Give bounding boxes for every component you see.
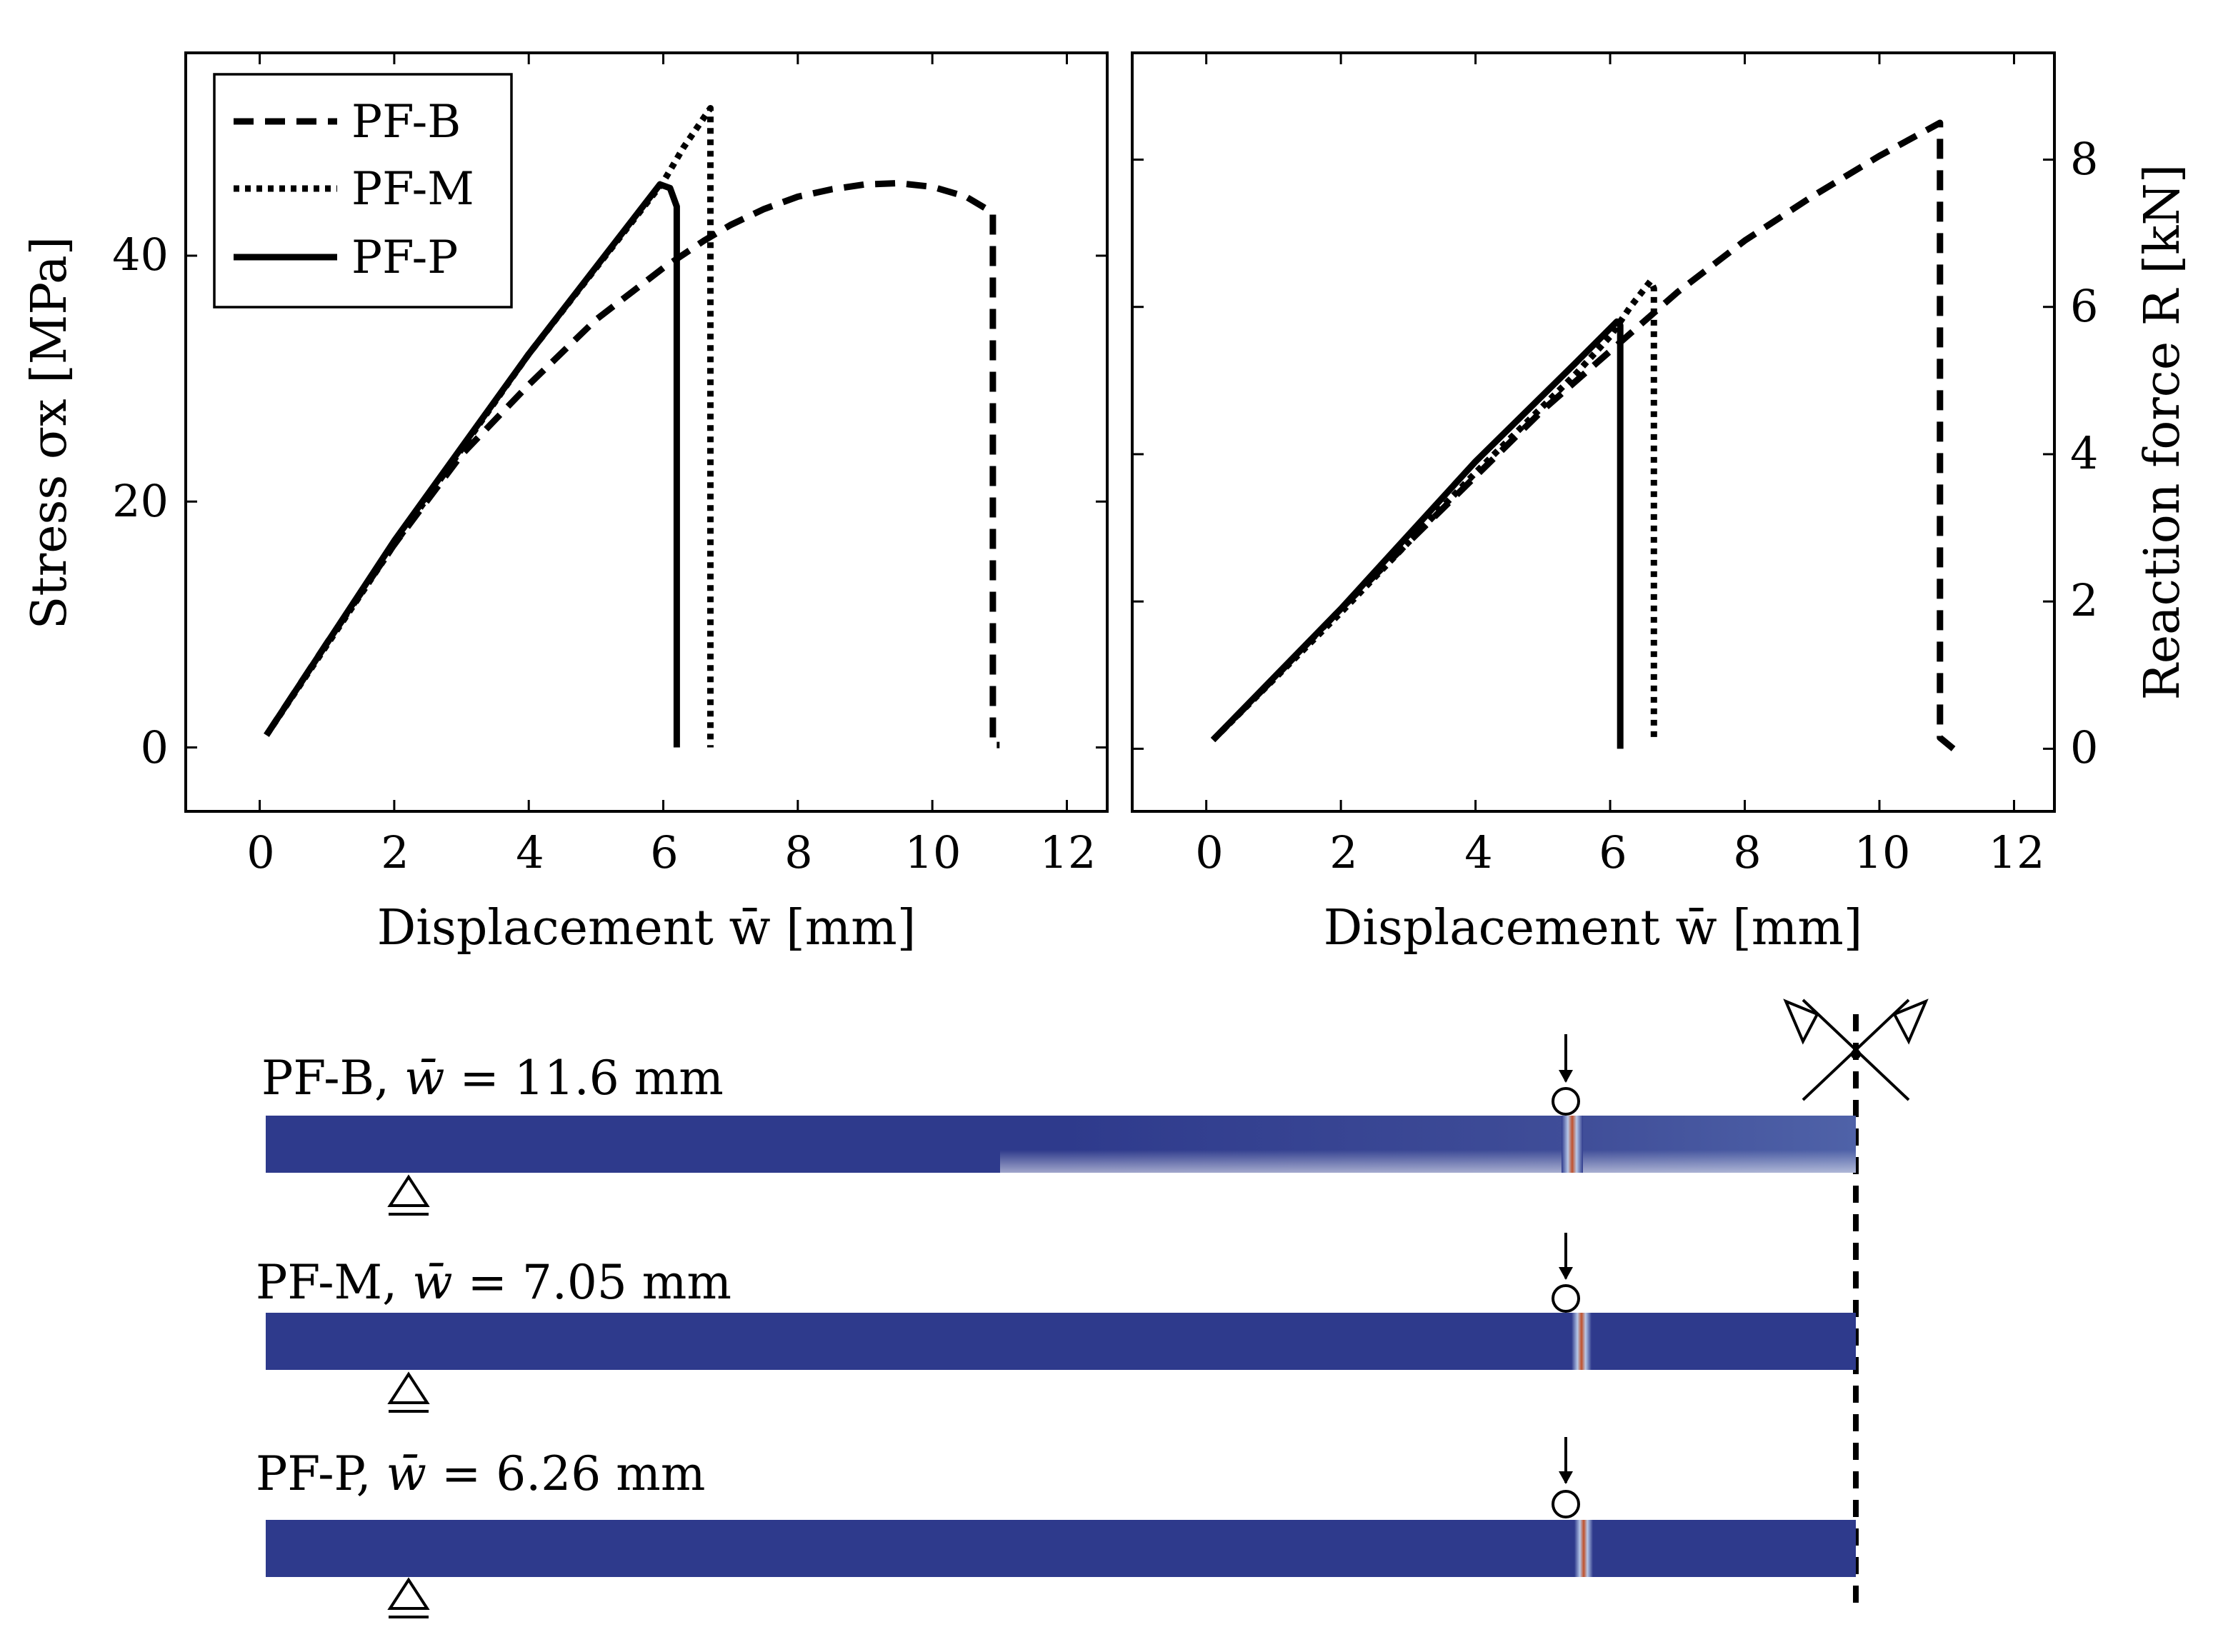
- left-x-tick-label: 2: [381, 826, 409, 878]
- beam-label-value: = 7.05 mm: [468, 1255, 731, 1310]
- right-y-axis-label: Reaction force R [kN]: [2134, 164, 2191, 701]
- beam-label-prefix: PF-B,: [261, 1051, 389, 1106]
- right-x-tick-label: 2: [1329, 826, 1357, 878]
- left-x-tick-label: 6: [650, 826, 678, 878]
- left-x-tick-label: 12: [1040, 826, 1096, 878]
- left-series-pf-b: [264, 180, 1000, 749]
- right-x-axis-label: Displacement w̄ [mm]: [1324, 900, 1863, 956]
- right-y-tick-label: 2: [2070, 574, 2098, 626]
- beam-schematic: PF-B, w̄ = 11.6 mm PF-M, w̄ = 7.05 mm: [256, 998, 1929, 1618]
- right-series-pf-p: [1210, 318, 1624, 749]
- right-series-pf-b: [1210, 119, 1956, 751]
- crack-band: [1574, 1520, 1593, 1577]
- right-y-tick-label: 4: [2070, 427, 2098, 479]
- crack-band: [1562, 1116, 1583, 1173]
- left-y-tick-label: 40: [112, 229, 169, 281]
- left-y-axis-label: Stress σx [MPa]: [21, 236, 78, 629]
- right-panel: 0 2 4 6 8 10 12 0 2 4 6 8 Displacement w…: [1131, 51, 2191, 956]
- left-panel: 0 2 4 6 8 10 12 0 20 40 Displacement w̄ …: [21, 51, 1109, 956]
- right-y-tick-label: 6: [2070, 280, 2098, 332]
- beam-label-value: = 11.6 mm: [459, 1051, 723, 1106]
- support-triangle-icon: [387, 1174, 430, 1207]
- left-y-tick-labels: 0 20 40: [112, 229, 169, 774]
- support-triangle-icon: [387, 1371, 430, 1404]
- left-tick-marks: [186, 53, 1107, 811]
- load-point-icon: [1552, 1490, 1580, 1518]
- beam-label-prefix: PF-M,: [256, 1255, 397, 1310]
- right-x-tick-label: 12: [1989, 826, 2045, 878]
- beam-label-value: = 6.26 mm: [441, 1446, 705, 1501]
- beam-pf-p: PF-P, w̄ = 6.26 mm: [256, 1437, 1856, 1618]
- legend-label-pf-b: PF-B: [351, 96, 461, 149]
- right-x-tick-labels: 0 2 4 6 8 10 12: [1195, 826, 2044, 878]
- left-x-tick-label: 8: [784, 826, 812, 878]
- right-y-tick-labels: 0 2 4 6 8: [2070, 133, 2098, 774]
- beam-bar: [266, 1313, 1856, 1370]
- left-x-tick-label: 10: [905, 826, 961, 878]
- left-x-tick-label: 4: [516, 826, 544, 878]
- left-x-tick-label: 0: [246, 826, 274, 878]
- crack-band: [1572, 1313, 1592, 1370]
- load-point-icon: [1552, 1284, 1580, 1313]
- right-x-tick-label: 8: [1733, 826, 1761, 878]
- beam-bar: [266, 1520, 1856, 1577]
- left-plot-frame: [184, 51, 1109, 813]
- right-x-tick-label: 6: [1599, 826, 1627, 878]
- load-arrowhead-icon: [1559, 1070, 1573, 1083]
- symmetry-boundary-icon: [1783, 998, 1929, 1101]
- right-tick-marks: [1132, 53, 2054, 811]
- left-x-axis-label: Displacement w̄ [mm]: [377, 900, 916, 956]
- right-series-pf-m: [1210, 278, 1657, 743]
- beam-label-pf-p: PF-P, w̄ = 6.26 mm: [256, 1446, 705, 1501]
- beam-damage-fringe: [1000, 1116, 1856, 1173]
- load-arrowhead-icon: [1559, 1471, 1573, 1484]
- left-series-pf-p: [264, 181, 680, 748]
- right-x-tick-label: 4: [1464, 826, 1492, 878]
- left-y-tick-label: 0: [141, 721, 169, 774]
- load-point-icon: [1552, 1087, 1580, 1116]
- beam-label-pf-b: PF-B, w̄ = 11.6 mm: [261, 1051, 724, 1106]
- left-y-tick-label: 20: [112, 475, 169, 527]
- right-x-tick-label: 10: [1854, 826, 1911, 878]
- legend-label-pf-m: PF-M: [351, 163, 474, 216]
- right-x-tick-label: 0: [1195, 826, 1223, 878]
- left-plot-area: [264, 105, 1000, 749]
- beam-pf-m: PF-M, w̄ = 7.05 mm: [256, 1233, 1856, 1413]
- legend-label-pf-p: PF-P: [351, 231, 458, 284]
- beam-label-pf-m: PF-M, w̄ = 7.05 mm: [256, 1255, 731, 1310]
- beam-pf-b: PF-B, w̄ = 11.6 mm: [261, 1034, 1856, 1216]
- right-plot-area: [1210, 119, 1956, 751]
- right-y-tick-label: 8: [2070, 133, 2098, 185]
- legend: PF-B PF-M PF-P: [213, 73, 513, 309]
- beam-label-prefix: PF-P,: [256, 1446, 371, 1501]
- legend-box: [213, 73, 513, 309]
- right-y-tick-label: 0: [2070, 721, 2098, 774]
- load-arrowhead-icon: [1559, 1267, 1573, 1280]
- support-triangle-icon: [387, 1577, 430, 1610]
- left-x-tick-labels: 0 2 4 6 8 10 12: [246, 826, 1096, 878]
- right-plot-frame: [1131, 51, 2056, 813]
